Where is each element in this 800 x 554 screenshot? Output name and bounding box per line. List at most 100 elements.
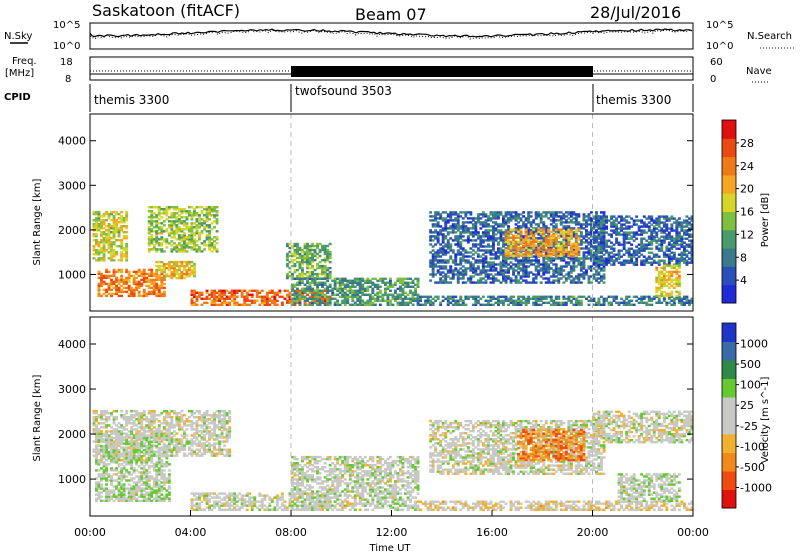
power-cell — [602, 261, 606, 264]
power-cell — [645, 231, 649, 234]
power-cell — [529, 225, 533, 228]
power-cell — [657, 215, 661, 218]
power-cell — [461, 275, 465, 278]
power-cell — [130, 292, 134, 296]
power-cell — [476, 273, 480, 276]
power-cell — [564, 232, 568, 235]
power-cell — [667, 247, 671, 250]
power-cell — [688, 227, 691, 230]
power-cell — [404, 277, 407, 280]
vel-cell — [105, 418, 108, 421]
power-cell — [112, 249, 116, 252]
power-cell — [434, 211, 438, 214]
power-cell — [449, 255, 453, 258]
power-cell — [650, 235, 654, 238]
power-cell — [489, 249, 493, 252]
power-cell — [660, 249, 664, 252]
power-cell — [685, 225, 689, 228]
power-cell — [311, 274, 314, 278]
power-cell — [660, 215, 664, 218]
power-cell — [544, 242, 548, 245]
power-cell — [198, 250, 201, 253]
power-cell — [394, 281, 397, 284]
power-cell — [524, 275, 528, 278]
power-cell — [564, 227, 568, 230]
power-cell — [92, 257, 96, 260]
power-cell — [637, 255, 641, 258]
power-cell — [680, 255, 684, 258]
power-cell — [436, 237, 440, 240]
power-ytick-label: 2000 — [58, 224, 86, 237]
power-cell — [328, 299, 332, 302]
power-cell — [323, 266, 327, 270]
power-cell — [527, 217, 531, 220]
power-cell — [110, 245, 113, 248]
power-cell — [464, 295, 468, 298]
power-cell — [155, 268, 159, 272]
power-cell — [610, 257, 613, 260]
power-cell — [343, 303, 347, 306]
vel-cell — [122, 416, 126, 419]
power-cell — [263, 301, 267, 304]
vel-cell — [107, 412, 111, 415]
power-cell — [311, 293, 314, 296]
power-cell — [107, 223, 111, 226]
power-cell — [122, 280, 126, 284]
power-cell — [672, 255, 676, 258]
power-cell — [524, 259, 528, 262]
power-cell — [662, 251, 666, 254]
power-cell — [386, 293, 390, 296]
power-cell — [625, 235, 629, 238]
power-cell — [650, 239, 654, 242]
power-cell — [572, 231, 576, 234]
power-cell — [522, 263, 526, 266]
power-cell — [672, 239, 676, 242]
power-cell — [436, 249, 440, 252]
power-cell — [647, 241, 651, 244]
power-cell — [665, 255, 669, 258]
power-cell — [147, 238, 151, 241]
power-cell — [688, 261, 691, 264]
power-cell — [469, 269, 473, 272]
power-cell — [180, 260, 184, 264]
power-cell — [411, 297, 415, 300]
power-cell — [459, 257, 463, 260]
power-cell — [213, 208, 216, 211]
power-cell — [459, 243, 463, 246]
power-cell — [484, 231, 488, 234]
power-cell — [630, 257, 634, 260]
power-cell — [625, 241, 629, 244]
power-cell — [306, 250, 309, 254]
power-cell — [527, 244, 531, 247]
power-cell — [600, 245, 603, 248]
power-cell — [208, 232, 211, 235]
power-cell — [326, 256, 330, 260]
power-cell — [286, 274, 289, 278]
power-cell — [170, 248, 174, 251]
power-cell — [205, 238, 209, 241]
power-cell — [461, 255, 465, 258]
power-cell — [268, 303, 272, 306]
power-cell — [429, 215, 433, 218]
power-cell — [514, 242, 518, 245]
power-cell — [97, 212, 101, 216]
power-cell — [547, 228, 551, 231]
power-cell — [662, 255, 666, 258]
power-cell — [97, 253, 101, 256]
power-cell — [431, 301, 435, 304]
vel-cell — [110, 430, 113, 433]
power-cell — [557, 241, 561, 244]
power-cell — [554, 275, 558, 278]
power-cell — [514, 275, 518, 278]
power-cell — [670, 251, 674, 254]
vel-cell — [107, 424, 111, 427]
power-cell — [690, 257, 694, 260]
power-cell — [255, 299, 259, 302]
power-cell — [637, 229, 641, 232]
power-cell — [657, 225, 661, 228]
power-cell — [650, 243, 654, 246]
power-cell — [660, 272, 664, 276]
power-cell — [464, 239, 468, 242]
power-cell — [522, 221, 526, 224]
power-cell — [298, 279, 302, 282]
